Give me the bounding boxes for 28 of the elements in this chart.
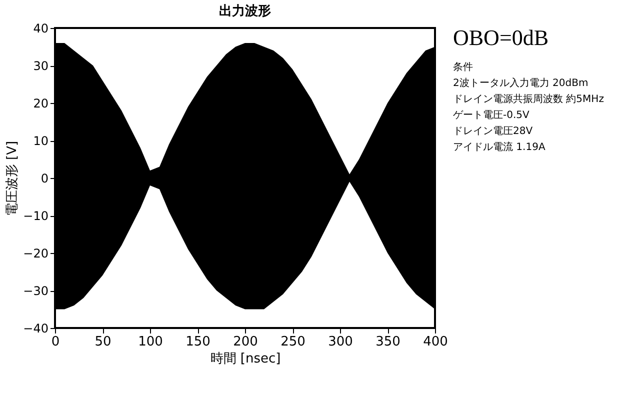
x-tick-label: 150 <box>186 334 210 350</box>
x-tick-label: 100 <box>138 334 163 350</box>
x-axis-title: 時間 [nsec] <box>210 352 281 366</box>
text: 条件 <box>453 61 474 75</box>
y-axis-title: 電圧波形 [V] <box>5 140 20 216</box>
y-tick-label: 20 <box>33 96 48 110</box>
y-tick-label: −20 <box>23 246 48 260</box>
y-tick-label: 0 <box>40 172 48 186</box>
text: ドレイン電圧28V <box>453 125 534 139</box>
text: ドレイン電源共振周波数 約5MHz <box>453 92 604 107</box>
x-tick-label: 250 <box>280 334 306 350</box>
y-tick-label: −40 <box>23 322 48 336</box>
y-tick-label: −30 <box>23 284 48 298</box>
text: 2波トータル入力電力 20dBm <box>453 76 590 91</box>
y-tick-label: 40 <box>33 22 48 36</box>
x-tick-label: 350 <box>376 334 400 350</box>
x-tick-label: 300 <box>328 334 353 350</box>
y-tick-label: −10 <box>23 209 48 223</box>
text: アイドル電流 1.19A <box>453 140 546 155</box>
x-tick-label: 400 <box>423 334 448 350</box>
text: ゲート電圧-0.5V <box>453 109 530 123</box>
x-tick-label: 200 <box>233 334 258 350</box>
x-tick-label: 50 <box>94 334 112 350</box>
y-tick-label: 10 <box>33 134 48 148</box>
x-tick-label: 0 <box>51 334 60 350</box>
y-tick-label: 30 <box>33 59 48 73</box>
text: OBO=0dB <box>453 25 550 50</box>
chart-title: 出力波形 <box>219 4 271 19</box>
